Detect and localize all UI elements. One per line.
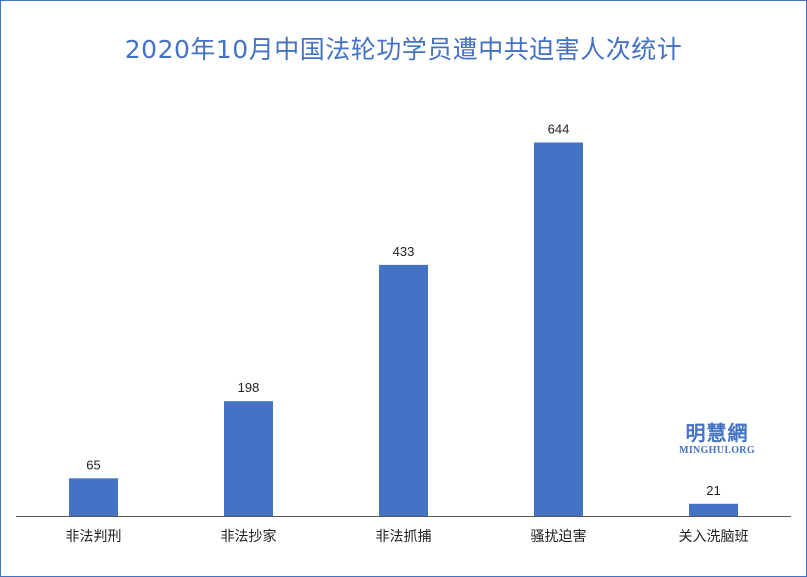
bar — [69, 478, 118, 516]
data-label: 433 — [393, 244, 415, 259]
bar — [379, 264, 428, 516]
x-tick-label: 非法抓捕 — [376, 529, 432, 545]
chart-title: 2020年10月中国法轮功学员遭中共迫害人次统计 — [124, 35, 683, 64]
data-label: 644 — [548, 122, 570, 137]
logo-text-en: MINGHUI.ORG — [679, 445, 755, 456]
data-label: 65 — [86, 457, 100, 472]
bar — [689, 503, 738, 516]
minghui-logo: 明慧網 MINGHUI.ORG — [662, 421, 772, 456]
bar — [224, 401, 273, 516]
x-tick-label: 非法抄家 — [221, 528, 277, 545]
data-label: 21 — [706, 483, 720, 498]
logo-text-cn: 明慧網 — [685, 421, 749, 445]
bar — [534, 142, 583, 516]
x-tick-label: 骚扰迫害 — [531, 529, 587, 545]
x-tick-label: 关入洗脑班 — [679, 529, 749, 545]
data-label: 198 — [238, 380, 260, 395]
x-tick-label: 非法判刑 — [66, 529, 122, 545]
